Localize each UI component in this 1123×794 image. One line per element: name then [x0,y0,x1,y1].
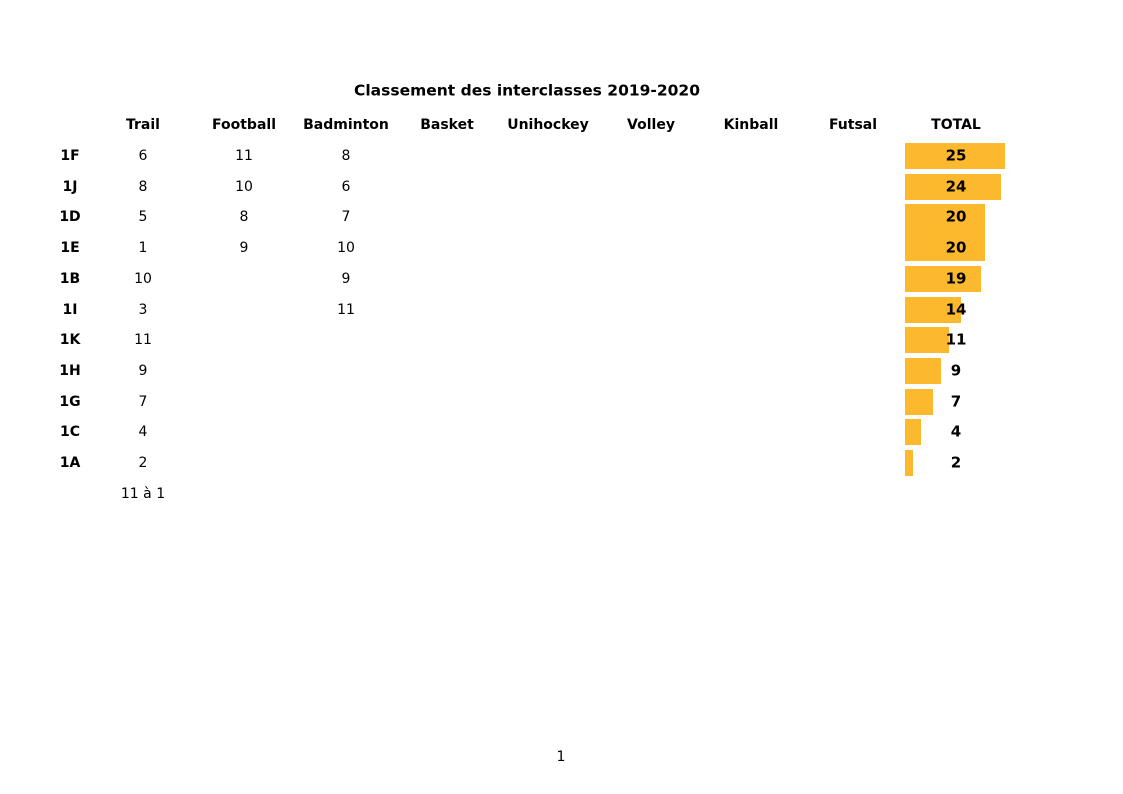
total-bar [905,204,985,236]
cell-value: 8 [239,209,249,226]
cell-value: 6 [341,178,351,195]
total-bar [905,173,1001,200]
total-bar [905,357,941,384]
total-value: 19 [945,269,967,288]
column-header: Futsal [828,117,878,133]
total-bar [905,235,985,262]
cell-value: 11 [337,301,355,318]
total-value: 20 [945,238,967,257]
cell-value: 1 [138,240,148,257]
cell-value: 6 [138,148,148,164]
column-header: Volley [627,117,675,133]
row-label: 1D [59,209,81,226]
cell-value: 7 [341,209,351,226]
cell-value: 8 [138,178,148,195]
total-bar [905,296,961,323]
row-label: 1J [62,178,78,195]
cell-value: 5 [138,209,148,226]
total-value: 25 [945,146,967,165]
total-value: 11 [945,330,967,349]
cell-value: 4 [138,424,148,441]
trail-range-note: 11 à 1 [120,486,166,502]
total-value: 9 [950,361,962,380]
chart-title: Classement des interclasses 2019-2020 [353,81,701,100]
row-label: 1B [59,270,81,287]
cell-value: 9 [341,270,351,287]
column-header: Basket [420,117,474,133]
column-header: Kinball [723,117,779,133]
row-label: 1H [59,362,81,379]
total-bar [905,419,921,446]
row-label: 1A [59,455,81,471]
row-label: 1E [60,240,80,257]
cell-value: 11 [134,332,152,349]
cell-value: 10 [235,178,253,195]
cell-value: 8 [341,148,351,164]
column-header: Badminton [303,117,389,133]
page-number: 1 [556,749,566,765]
cell-value: 9 [239,240,249,257]
cell-value: 9 [138,362,148,379]
column-header: Unihockey [507,117,589,133]
cell-value: 10 [134,270,152,287]
total-value: 7 [950,392,962,411]
row-label: 1I [62,301,78,318]
total-value: 4 [950,422,962,441]
total-value: 24 [945,177,967,196]
cell-value: 3 [138,301,148,318]
cell-value: 2 [138,455,148,471]
total-bar [905,450,913,476]
total-value: 20 [945,207,967,226]
total-bar [905,327,949,354]
row-label: 1C [59,424,81,441]
row-label: 1K [59,332,81,349]
column-header: Football [212,117,276,133]
column-header: Trail [126,117,160,133]
total-value: 14 [945,300,967,318]
total-bar [905,265,981,292]
total-bar [905,143,1005,169]
column-header-total: TOTAL [931,117,981,133]
total-bar [905,388,933,415]
cell-value: 7 [138,393,148,410]
cell-value: 10 [337,240,355,257]
row-label: 1F [60,148,80,164]
row-label: 1G [59,393,81,410]
cell-value: 11 [235,148,253,164]
total-value: 2 [950,453,962,472]
